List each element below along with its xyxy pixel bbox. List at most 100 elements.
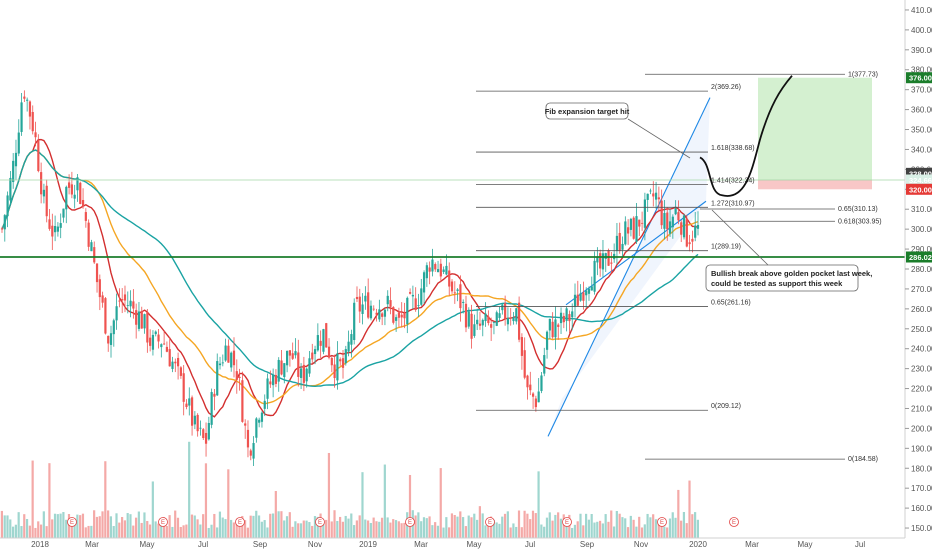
volume-bar (369, 523, 372, 538)
candle-body (227, 345, 230, 363)
candle-body (431, 259, 434, 272)
volume-bar (98, 516, 101, 538)
candle-body (649, 190, 652, 192)
volume-bar (582, 525, 585, 538)
volume-bar (56, 514, 59, 538)
candle-body (79, 182, 82, 204)
candle-body (504, 303, 507, 319)
candle-body (599, 253, 602, 269)
candle-body (364, 295, 367, 302)
candle-body (179, 367, 182, 376)
volume-bar (534, 513, 537, 538)
volume-bar (274, 491, 277, 538)
fib-level-label: 0(209.12) (711, 403, 741, 410)
volume-bar (615, 510, 618, 538)
volume-bar (271, 513, 275, 538)
candle-body (157, 334, 160, 342)
volume-bar (361, 472, 364, 538)
candle-body (654, 192, 658, 200)
volume-bar (70, 526, 73, 538)
candle-body (490, 324, 493, 328)
candle-body (330, 357, 333, 366)
candle-body (126, 305, 129, 306)
y-tick-label: 360.00 (911, 106, 932, 115)
candle-body (688, 242, 691, 245)
price-axis: 150.00 160.00 170.00 180.00 190.00 200.00 210.… (904, 0, 932, 550)
callout-box (705, 264, 859, 292)
volume-bar (311, 525, 314, 538)
volume-bar (188, 441, 191, 538)
volume-bar (232, 522, 235, 538)
candle-body (484, 313, 487, 322)
candle-body (101, 295, 104, 303)
volume-bar (17, 512, 20, 538)
candle-body (341, 358, 345, 368)
retracement-label: 0(184.58) (848, 456, 878, 463)
volume-bar (498, 523, 501, 538)
candle-body (193, 415, 196, 425)
candle-body (182, 373, 185, 402)
candle-body (107, 335, 110, 344)
earnings-event-label: E (565, 520, 569, 526)
candle-body (48, 219, 51, 229)
candle-body (84, 212, 87, 221)
earnings-event-label: E (70, 520, 74, 526)
volume-bar (584, 513, 588, 538)
candle-body (98, 279, 101, 298)
volume-bar (344, 515, 347, 538)
volume-bar (674, 517, 677, 538)
candle-body (439, 263, 442, 277)
y-tick-label: 150.00 (911, 524, 932, 533)
candle-body (375, 312, 378, 315)
candle-body (411, 294, 414, 297)
earnings-event-marker (485, 517, 495, 527)
candle-body (302, 364, 305, 383)
candle-body (266, 378, 269, 399)
candle-body (571, 311, 574, 318)
candle-body (168, 349, 171, 367)
candle-body (576, 294, 579, 306)
volume-bar (322, 521, 325, 538)
volume-bar (280, 511, 283, 538)
candle-body (473, 324, 476, 336)
candle-body (54, 226, 57, 233)
candle-body (14, 152, 18, 167)
volume-bar (417, 512, 420, 538)
volume-bar (453, 514, 456, 538)
volume-bar (506, 511, 509, 538)
volume-bar (571, 527, 574, 538)
volume-bar (327, 452, 331, 538)
y-tick-label: 390.00 (911, 46, 932, 55)
volume-bar (51, 519, 54, 538)
candle-body (3, 215, 6, 230)
volume-bar (467, 515, 470, 538)
x-tick-label: 2018 (31, 540, 49, 549)
candle-body (587, 288, 591, 294)
volume-bar (221, 517, 224, 538)
candle-body (487, 316, 490, 324)
candle-body (87, 222, 90, 247)
volume-bar (137, 511, 140, 538)
candle-body (548, 318, 551, 331)
candle-body (682, 215, 686, 238)
y-tick-label: 190.00 (911, 444, 932, 453)
volume-bar (243, 520, 247, 538)
candle-body (531, 393, 535, 397)
candle-body (554, 319, 557, 338)
candle-body (12, 160, 15, 183)
volume-bar (557, 512, 560, 538)
volume-bar (291, 526, 294, 538)
volume-bar (462, 517, 465, 538)
candle-body (123, 294, 127, 301)
y-tick-label: 170.00 (911, 484, 932, 493)
candle-body (378, 309, 381, 320)
volume-bar (126, 513, 129, 538)
volume-bar (263, 520, 266, 538)
annotations: Fib expansion target hit Bullish break ab… (545, 75, 872, 292)
earnings-event-label: E (408, 520, 412, 526)
volume-bar (45, 526, 48, 538)
candle-body (31, 111, 34, 132)
volume-bar (143, 512, 146, 538)
volume-bar (512, 523, 515, 538)
